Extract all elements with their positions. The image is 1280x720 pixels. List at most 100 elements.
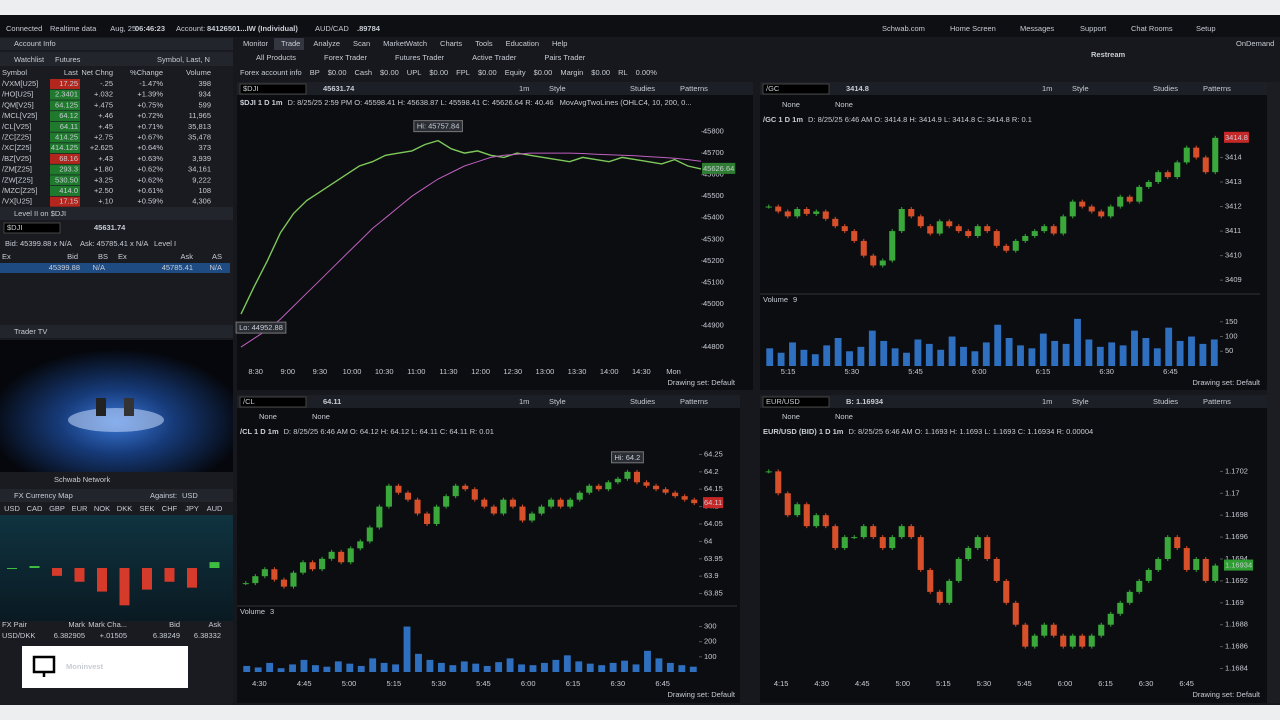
patterns-button[interactable]: Patterns — [1203, 397, 1231, 406]
volume-bar — [483, 665, 491, 672]
last-cell — [50, 164, 80, 175]
menu-tab[interactable]: Scan — [353, 39, 370, 48]
price-tag: 1.16934 — [1225, 561, 1252, 570]
chart-panel — [237, 82, 753, 390]
volume-bar — [346, 663, 354, 672]
x-tick-label: 5:30 — [431, 679, 446, 688]
candle — [1107, 613, 1114, 625]
volume-bar — [403, 626, 411, 672]
studies-button[interactable]: Studies — [630, 397, 655, 406]
menu-tab[interactable]: Analyze — [313, 39, 340, 48]
volume-bar — [1119, 345, 1127, 366]
chart-symbol[interactable]: $DJI — [243, 84, 258, 93]
candle — [271, 569, 278, 580]
menu-tab[interactable]: Tools — [475, 39, 493, 48]
candle — [548, 499, 555, 507]
chart-header: /CL 1 D 1m — [240, 427, 279, 436]
currency-bar — [142, 568, 152, 590]
volume-bar — [426, 659, 434, 672]
volume-bar — [540, 662, 548, 672]
level2-cell: N/A — [209, 263, 222, 272]
studies-button[interactable]: Studies — [1153, 397, 1178, 406]
candle — [586, 485, 593, 493]
chart-symbol[interactable]: EUR/USD — [766, 397, 800, 406]
style-button[interactable]: Style — [549, 84, 566, 93]
timeframe[interactable]: 1m — [1042, 397, 1052, 406]
candle — [280, 579, 287, 587]
top-link[interactable]: Home Screen — [950, 24, 996, 33]
timeframe[interactable]: 1m — [1042, 84, 1052, 93]
timeframe[interactable]: 1m — [519, 84, 529, 93]
watchlist-select[interactable]: Futures — [55, 55, 81, 64]
y-tick-label: 50 — [1225, 346, 1233, 355]
y-tick-label: 300 — [704, 622, 717, 631]
candle — [879, 260, 886, 266]
candle — [395, 485, 402, 493]
top-link[interactable]: Support — [1080, 24, 1107, 33]
watchlist-cell: 64.125 — [55, 100, 78, 109]
top-link[interactable]: Setup — [1196, 24, 1216, 33]
top-link[interactable]: Messages — [1020, 24, 1054, 33]
ondemand-button[interactable]: OnDemand — [1236, 39, 1274, 48]
candle — [946, 580, 953, 603]
sub-tab[interactable]: All Products — [256, 53, 296, 62]
style-button[interactable]: Style — [1072, 397, 1089, 406]
video-person — [124, 398, 134, 416]
menu-tab[interactable]: Education — [506, 39, 539, 48]
against-select[interactable]: USD — [182, 491, 198, 500]
studies-button[interactable]: Studies — [630, 84, 655, 93]
y-tick-label: 100 — [704, 652, 717, 661]
menu-tab[interactable]: Charts — [440, 39, 462, 48]
panel-title: Level II on $DJI — [14, 209, 66, 218]
sub-tab[interactable]: Active Trader — [472, 53, 517, 62]
volume-bar — [1005, 338, 1013, 366]
link-none: None — [312, 412, 330, 421]
symbol-input[interactable]: $DJI — [7, 223, 22, 232]
candle — [471, 489, 478, 500]
patterns-button[interactable]: Patterns — [1203, 84, 1231, 93]
volume-bar — [323, 666, 331, 672]
watchlist-cell: +2.50 — [94, 186, 113, 195]
sub-tab[interactable]: Futures Trader — [395, 53, 445, 62]
panel-header — [0, 489, 233, 502]
candle — [1193, 147, 1200, 158]
watchlist-cell: 414.125 — [51, 143, 78, 152]
candle — [1060, 216, 1067, 234]
timeframe[interactable]: 1m — [519, 397, 529, 406]
candle — [965, 548, 972, 559]
volume-bar — [857, 346, 865, 366]
menu-tab[interactable]: MarketWatch — [383, 39, 427, 48]
studies-button[interactable]: Studies — [1153, 84, 1178, 93]
volume-bar — [334, 661, 342, 672]
style-button[interactable]: Style — [549, 397, 566, 406]
menu-tab[interactable]: Monitor — [243, 39, 269, 48]
menu-tab[interactable]: Help — [552, 39, 567, 48]
volume-bar — [823, 345, 831, 366]
top-link[interactable]: Schwab.com — [882, 24, 925, 33]
patterns-button[interactable]: Patterns — [680, 84, 708, 93]
volume-bar — [1210, 339, 1218, 366]
menu-tab[interactable]: Trade — [281, 39, 300, 48]
chart-symbol[interactable]: /CL — [243, 397, 255, 406]
candle — [653, 485, 660, 490]
account-field: UPL — [407, 68, 422, 77]
candle — [889, 537, 896, 549]
account-field: Cash — [355, 68, 373, 77]
currency-label: USD — [4, 504, 20, 513]
video-frame[interactable] — [0, 340, 233, 472]
fx-cell: USD/DKK — [2, 631, 35, 640]
chart-last: B: 1.16934 — [846, 397, 884, 406]
chart-symbol[interactable]: /GC — [766, 84, 780, 93]
x-tick-label: 9:00 — [280, 367, 295, 376]
top-link[interactable]: Chat Rooms — [1131, 24, 1173, 33]
sub-tab[interactable]: Forex Trader — [324, 53, 367, 62]
volume-bar — [982, 342, 990, 366]
style-button[interactable]: Style — [1072, 84, 1089, 93]
currency-label: CHF — [162, 504, 178, 513]
sub-tab[interactable]: Pairs Trader — [544, 53, 585, 62]
column-select[interactable]: Symbol, Last, N — [157, 55, 210, 64]
chart-toolbar — [237, 82, 753, 95]
volume-label: Volume — [763, 295, 788, 304]
patterns-button[interactable]: Patterns — [680, 397, 708, 406]
